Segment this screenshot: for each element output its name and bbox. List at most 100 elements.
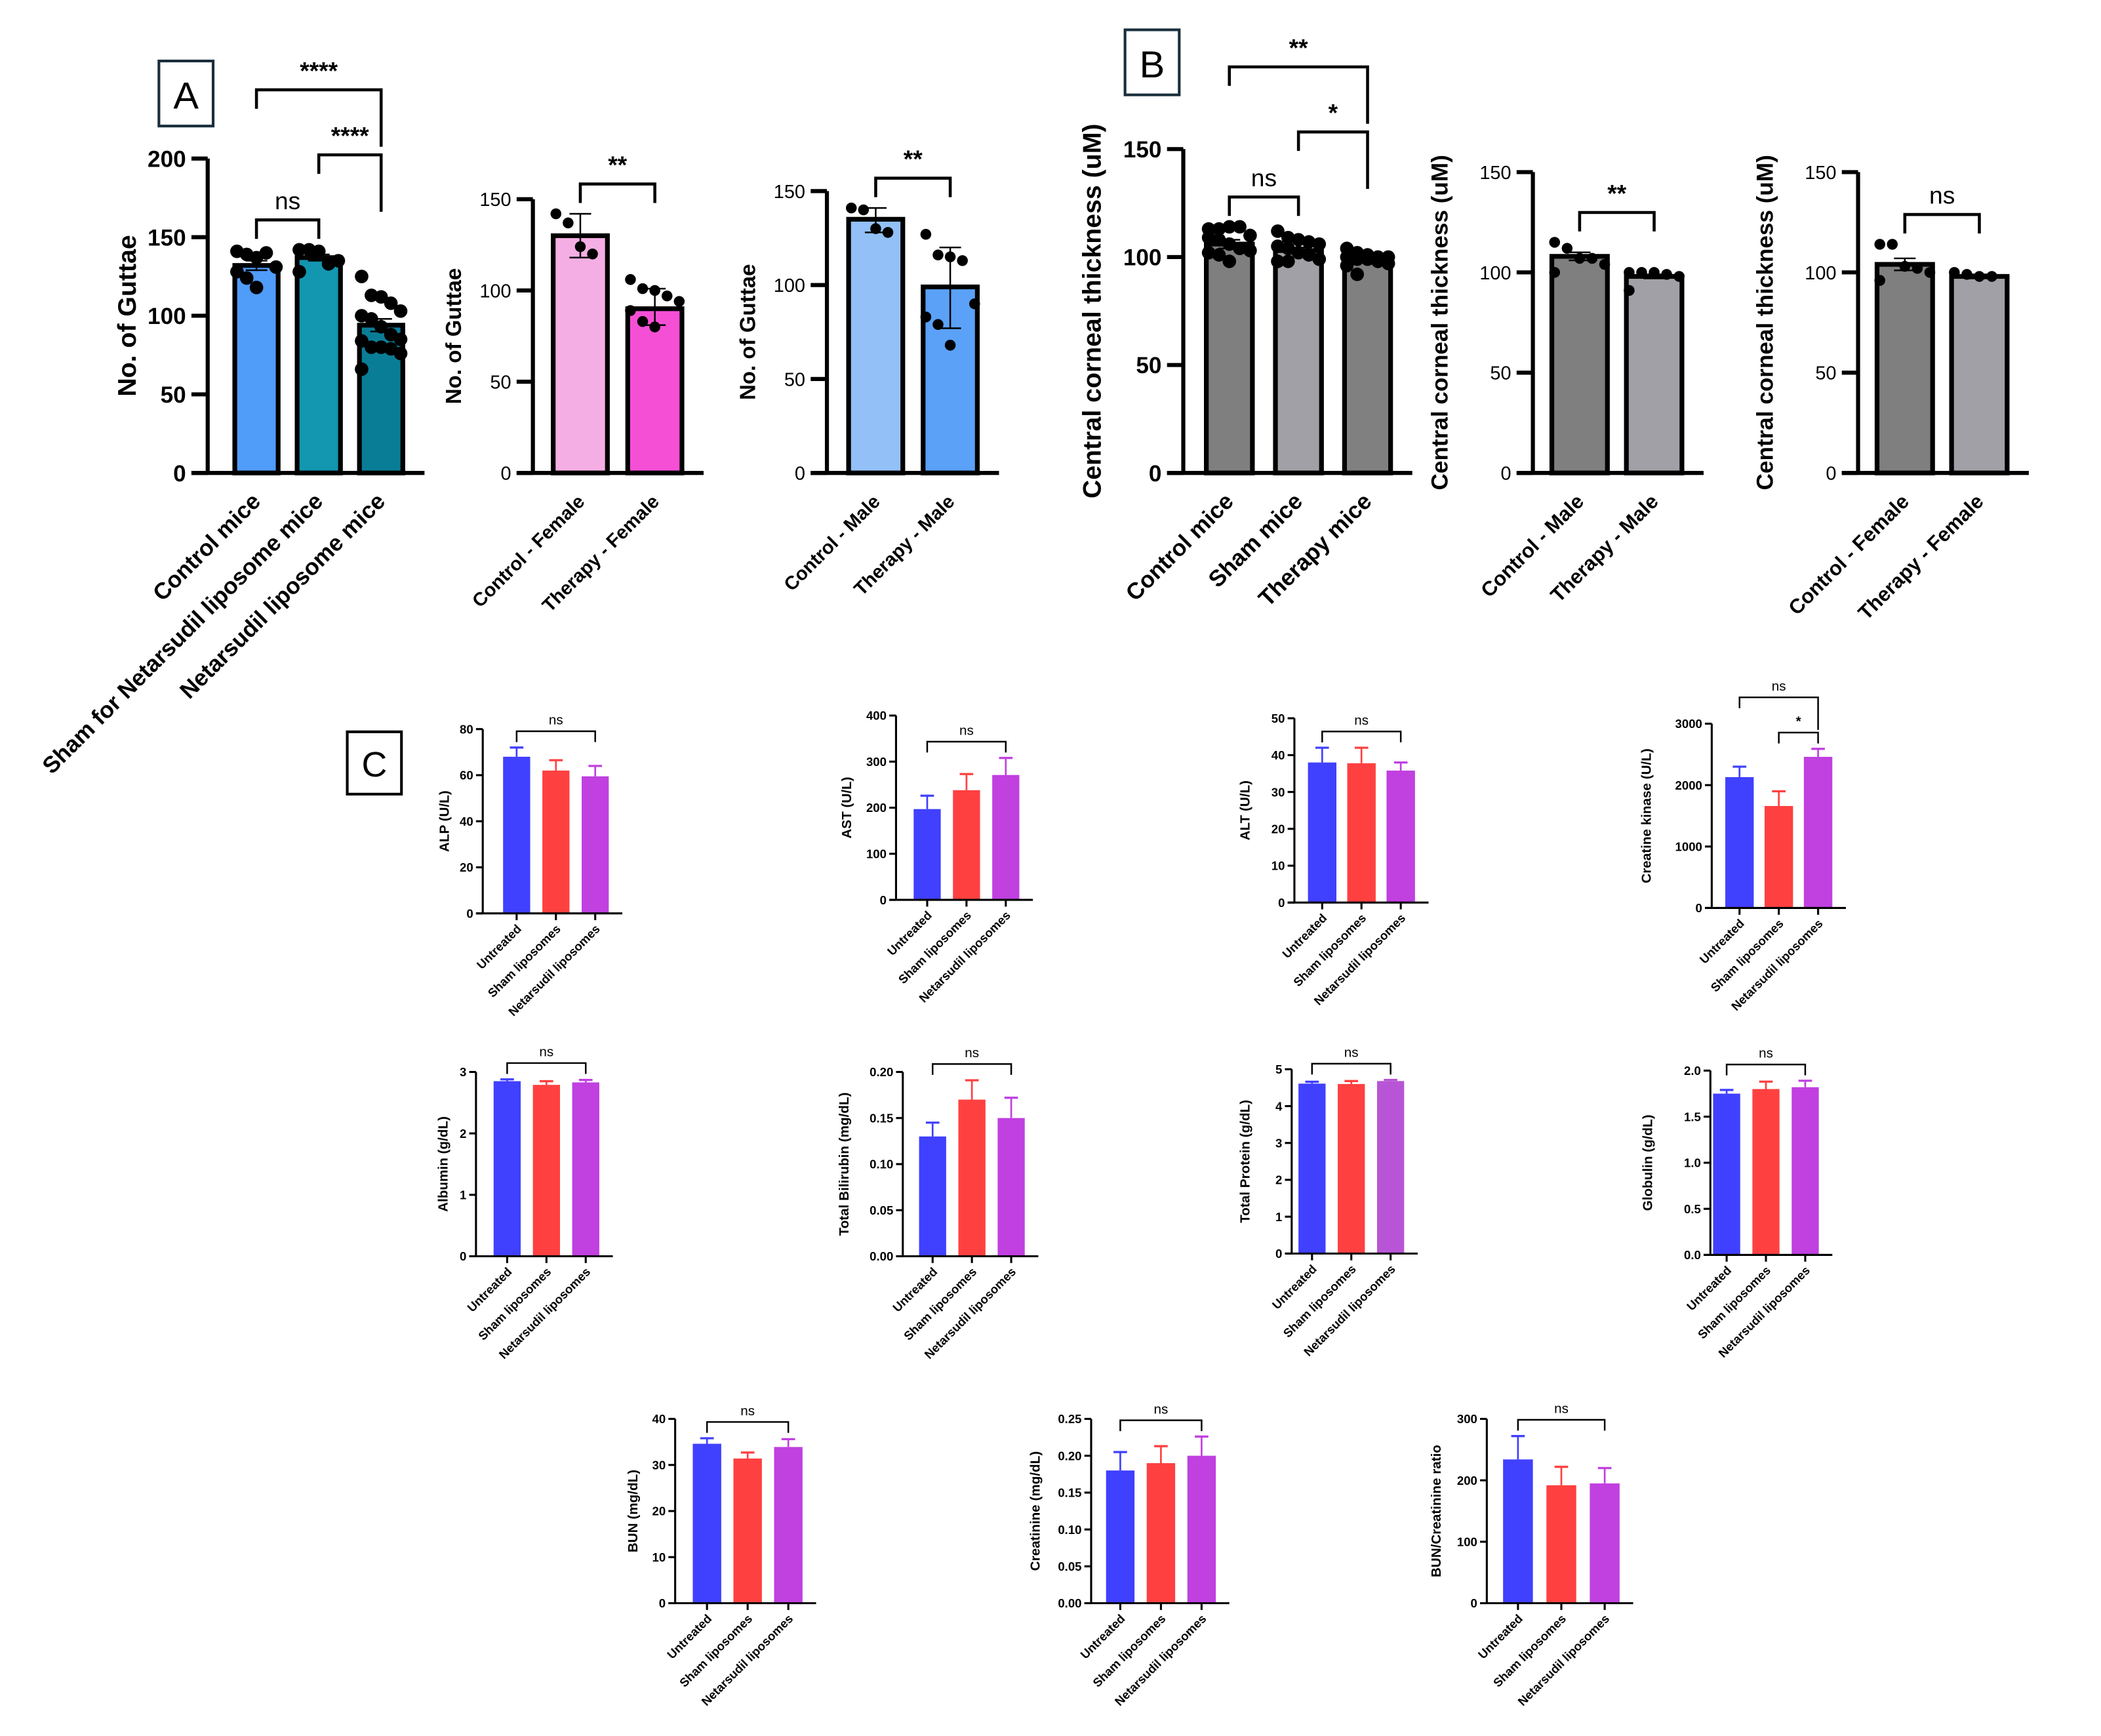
y-tick-label: 0 xyxy=(1826,464,1836,485)
data-point xyxy=(393,333,408,346)
y-tick-label: 2000 xyxy=(1675,778,1702,792)
data-point xyxy=(393,346,408,361)
data-point xyxy=(269,260,283,274)
y-tick-label: 150 xyxy=(1479,163,1511,184)
y-axis-label: No. of Guttae xyxy=(442,268,466,404)
y-tick-label: 2.0 xyxy=(1684,1064,1701,1078)
y-tick-label: 0 xyxy=(1696,901,1702,915)
panel-label-a-text: A xyxy=(173,75,199,117)
significance-bracket xyxy=(578,182,656,203)
significance-bracket xyxy=(706,1421,790,1433)
y-tick-label: 0.10 xyxy=(870,1158,893,1171)
y-tick-label: 300 xyxy=(866,755,887,769)
y-tick-label: 3000 xyxy=(1675,717,1702,731)
y-tick-label: 20 xyxy=(1271,822,1285,836)
significance-label: ns xyxy=(1929,182,1955,209)
y-tick-label: 0.20 xyxy=(870,1065,893,1079)
y-tick-label: 0 xyxy=(1278,896,1285,910)
y-tick-label: 60 xyxy=(460,769,473,782)
y-tick-label: 0.10 xyxy=(1058,1523,1081,1537)
y-tick-label: 100 xyxy=(148,304,186,329)
y-tick-label: 0 xyxy=(1471,1596,1477,1610)
data-point xyxy=(845,202,857,214)
panel-label-b: B xyxy=(1123,28,1181,96)
bar xyxy=(1764,805,1793,908)
y-tick-label: 2 xyxy=(460,1127,466,1141)
bar xyxy=(1791,1087,1819,1255)
bar xyxy=(232,263,281,475)
y-tick-label: 30 xyxy=(1271,785,1285,799)
data-point xyxy=(1281,254,1295,268)
significance-bracket xyxy=(1119,1419,1203,1432)
data-point xyxy=(1243,243,1257,258)
chart-c6: 0.00 0.05 0.10 0.15 0.20 Total Bilirubin (mg/… xyxy=(837,1045,1039,1362)
data-point xyxy=(944,251,956,262)
data-point xyxy=(673,296,685,307)
y-tick-label: 50 xyxy=(784,369,805,390)
data-point xyxy=(1281,230,1295,245)
y-tick-label: 5 xyxy=(1275,1062,1282,1076)
data-point xyxy=(1599,258,1611,270)
panel-label-c-text: C xyxy=(361,745,387,784)
data-point xyxy=(1887,239,1898,250)
data-point xyxy=(1649,267,1660,278)
significance-label: ns xyxy=(1344,1045,1359,1060)
y-axis-label: Central corneal thickness (uM) xyxy=(1077,124,1106,498)
y-tick-label: 0.00 xyxy=(1058,1596,1081,1610)
significance-bracket xyxy=(1738,696,1819,730)
data-point xyxy=(1361,252,1374,266)
significance-bracket xyxy=(874,176,952,197)
y-tick-label: 0.05 xyxy=(1058,1560,1081,1573)
data-point xyxy=(1281,241,1295,256)
data-point xyxy=(649,285,660,296)
data-point xyxy=(858,204,870,216)
significance-bracket xyxy=(1228,65,1369,124)
y-tick-label: 150 xyxy=(148,225,186,251)
y-tick-label: 100 xyxy=(866,847,887,860)
data-point xyxy=(374,290,388,304)
bar xyxy=(1874,262,1935,475)
bar xyxy=(625,306,685,475)
data-point xyxy=(550,208,562,220)
y-tick-label: 30 xyxy=(652,1458,666,1472)
bar xyxy=(1752,1089,1780,1255)
bar xyxy=(846,216,906,475)
data-point xyxy=(1371,254,1385,268)
bar xyxy=(919,1136,946,1257)
y-tick-label: 0.15 xyxy=(1058,1486,1081,1500)
bar xyxy=(294,255,343,475)
data-point xyxy=(637,315,649,327)
bar xyxy=(1146,1463,1176,1604)
bar xyxy=(1308,762,1337,903)
y-tick-label: 1 xyxy=(460,1188,466,1202)
y-tick-label: 1.0 xyxy=(1684,1156,1701,1170)
significance-bracket xyxy=(1517,1419,1606,1431)
data-point xyxy=(1561,243,1573,254)
significance-label: ns xyxy=(965,1045,979,1060)
y-tick-label: 1000 xyxy=(1675,839,1702,853)
y-tick-label: 100 xyxy=(774,275,805,296)
data-point xyxy=(1271,254,1285,268)
significance-label: ** xyxy=(608,151,627,178)
y-tick-label: 0 xyxy=(1149,461,1162,487)
y-tick-label: 150 xyxy=(774,182,805,203)
significance-label: ns xyxy=(1153,1402,1168,1417)
data-point xyxy=(1201,246,1216,260)
y-axis-label: Central corneal thickness (uM) xyxy=(1752,155,1778,490)
bar xyxy=(1503,1459,1533,1604)
bar xyxy=(1204,241,1255,475)
data-point xyxy=(587,248,598,260)
x-tick-label: Therapy - Female xyxy=(1854,490,1988,624)
bar xyxy=(1713,1093,1740,1255)
data-point xyxy=(384,296,398,310)
data-point xyxy=(957,255,968,266)
y-tick-label: 50 xyxy=(1815,363,1836,384)
data-point xyxy=(1233,241,1247,256)
bar xyxy=(582,776,609,914)
y-tick-label: 0 xyxy=(659,1596,666,1610)
